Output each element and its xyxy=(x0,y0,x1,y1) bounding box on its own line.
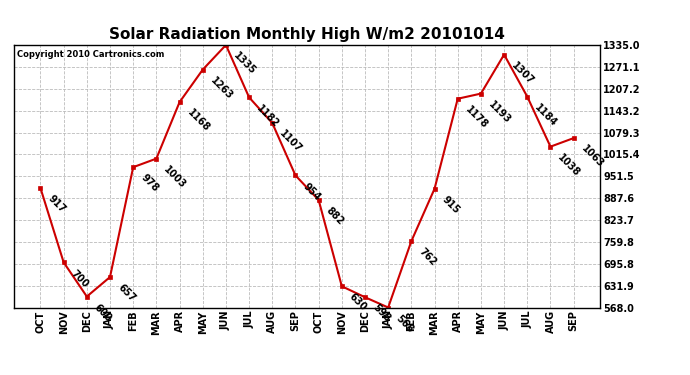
Text: 978: 978 xyxy=(139,173,160,194)
Text: 1307: 1307 xyxy=(510,60,536,86)
Text: 1063: 1063 xyxy=(579,144,605,170)
Text: 1263: 1263 xyxy=(208,75,235,101)
Text: 1168: 1168 xyxy=(185,108,211,134)
Text: 1003: 1003 xyxy=(162,164,188,190)
Text: 1335: 1335 xyxy=(231,51,257,77)
Text: 917: 917 xyxy=(46,194,68,215)
Text: 1184: 1184 xyxy=(533,102,559,129)
Text: 700: 700 xyxy=(69,268,90,289)
Text: 882: 882 xyxy=(324,206,346,227)
Text: 657: 657 xyxy=(115,283,137,304)
Text: 762: 762 xyxy=(417,247,438,268)
Text: 630: 630 xyxy=(347,292,368,313)
Text: 915: 915 xyxy=(440,194,462,216)
Text: 1193: 1193 xyxy=(486,99,513,125)
Text: 598: 598 xyxy=(371,303,392,324)
Text: Copyright 2010 Cartronics.com: Copyright 2010 Cartronics.com xyxy=(17,50,164,59)
Text: 1178: 1178 xyxy=(463,104,489,130)
Title: Solar Radiation Monthly High W/m2 20101014: Solar Radiation Monthly High W/m2 201010… xyxy=(109,27,505,42)
Text: 1107: 1107 xyxy=(278,129,304,155)
Text: 1038: 1038 xyxy=(556,152,582,178)
Text: 568: 568 xyxy=(394,313,415,334)
Text: 600: 600 xyxy=(92,302,114,324)
Text: 1182: 1182 xyxy=(255,103,281,129)
Text: 954: 954 xyxy=(301,181,322,203)
